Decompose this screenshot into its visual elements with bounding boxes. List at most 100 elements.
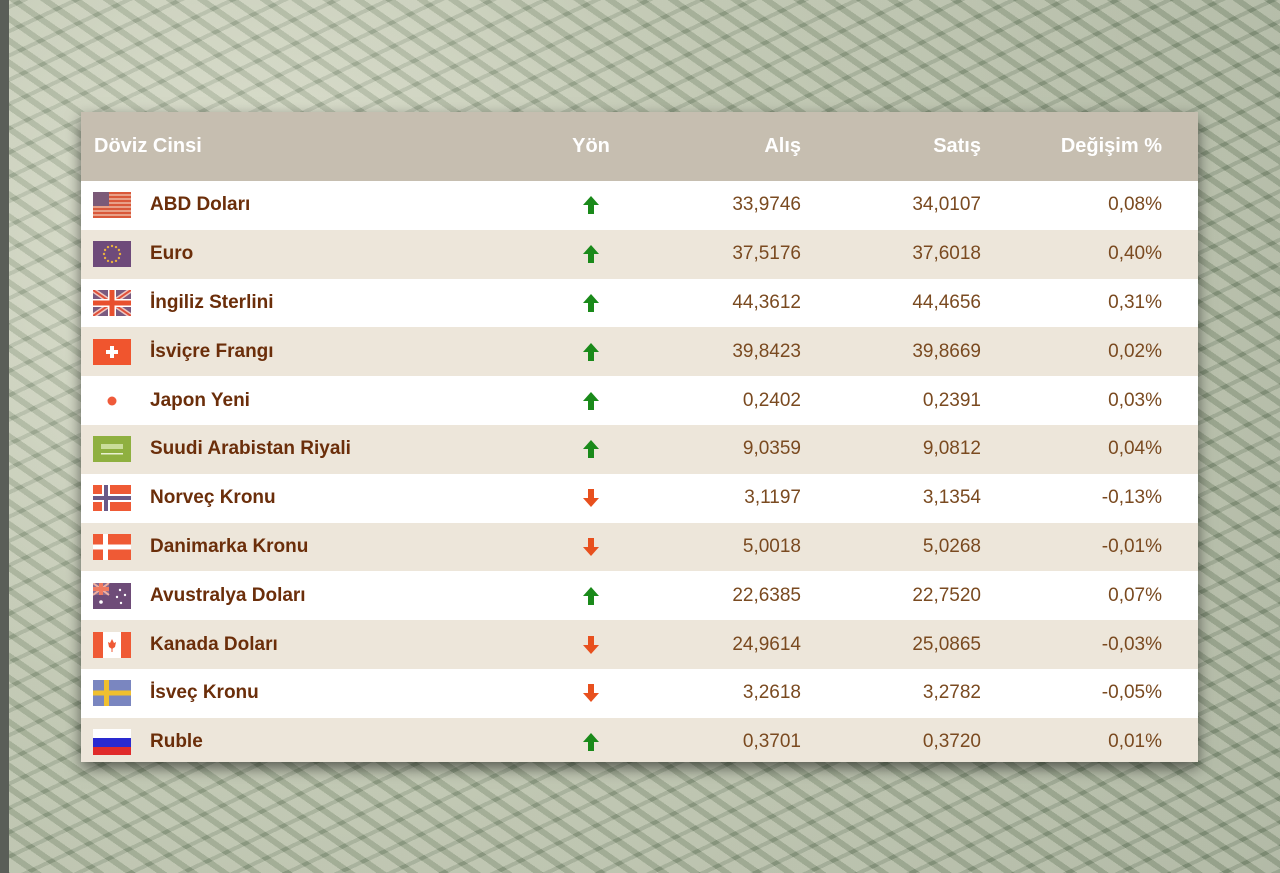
buy-rate: 0,2402 xyxy=(742,389,801,411)
buy-rate: 3,2618 xyxy=(742,682,801,704)
table-row-4[interactable]: Japon Yeni 0,2402 0,2391 0,03% xyxy=(81,376,1198,425)
header-buy: Alış xyxy=(764,135,801,157)
table-row-11[interactable]: Ruble 0,3701 0,3720 0,01% xyxy=(81,717,1198,762)
direction-cell xyxy=(541,635,641,655)
arrow-down-icon xyxy=(583,684,599,703)
buy-rate: 33,9746 xyxy=(732,194,801,216)
sell-rate: 37,6018 xyxy=(912,243,981,265)
jp-flag-icon xyxy=(93,387,131,414)
direction-cell xyxy=(541,195,641,215)
table-row-1[interactable]: Euro 37,5176 37,6018 0,40% xyxy=(81,229,1198,279)
currency-name[interactable]: Japon Yeni xyxy=(150,389,250,411)
se-flag-icon xyxy=(93,680,131,707)
sell-rate: 39,8669 xyxy=(912,340,981,362)
currency-cell: İsveç Kronu xyxy=(81,680,541,707)
table-row-3[interactable]: İsviçre Frangı 39,8423 39,8669 0,02% xyxy=(81,327,1198,377)
eu-flag-icon xyxy=(93,241,131,268)
change-percent: 0,02% xyxy=(1108,340,1162,362)
buy-rate: 9,0359 xyxy=(742,438,801,460)
direction-cell xyxy=(541,342,641,362)
currency-name[interactable]: İsviçre Frangı xyxy=(150,340,274,362)
change-percent: 0,08% xyxy=(1108,194,1162,216)
table-row-5[interactable]: Suudi Arabistan Riyali 9,0359 9,0812 0,0… xyxy=(81,424,1198,474)
table-row-6[interactable]: Norveç Kronu 3,1197 3,1354 -0,13% xyxy=(81,473,1198,523)
buy-rate: 24,9614 xyxy=(732,633,801,655)
sell-rate: 0,2391 xyxy=(922,389,981,411)
arrow-down-icon xyxy=(583,489,599,508)
sell-rate: 44,4656 xyxy=(912,291,981,313)
direction-cell xyxy=(541,293,641,313)
buy-rate: 37,5176 xyxy=(732,243,801,265)
change-percent: -0,01% xyxy=(1101,535,1162,557)
currency-name[interactable]: Euro xyxy=(150,243,194,265)
sell-rate: 25,0865 xyxy=(912,633,981,655)
direction-cell xyxy=(541,391,641,411)
table-row-8[interactable]: Avustralya Doları 22,6385 22,7520 0,07% xyxy=(81,571,1198,621)
currency-cell: Avustralya Doları xyxy=(81,582,541,609)
arrow-down-icon xyxy=(583,635,599,654)
ru-flag-icon xyxy=(93,729,131,756)
currency-name[interactable]: ABD Doları xyxy=(150,194,251,216)
arrow-up-icon xyxy=(583,391,599,410)
buy-rate: 22,6385 xyxy=(732,584,801,606)
buy-rate: 44,3612 xyxy=(732,291,801,313)
header-sell: Satış xyxy=(933,135,981,157)
currency-cell: Kanada Doları xyxy=(81,631,541,658)
change-percent: 0,31% xyxy=(1108,291,1162,313)
table-row-10[interactable]: İsveç Kronu 3,2618 3,2782 -0,05% xyxy=(81,668,1198,718)
change-percent: -0,03% xyxy=(1101,633,1162,655)
currency-name[interactable]: Kanada Doları xyxy=(150,633,278,655)
currency-cell: İsviçre Frangı xyxy=(81,338,541,365)
table-row-7[interactable]: Danimarka Kronu 5,0018 5,0268 -0,01% xyxy=(81,522,1198,572)
arrow-up-icon xyxy=(583,196,599,215)
direction-cell xyxy=(541,488,641,508)
currency-name[interactable]: Ruble xyxy=(150,731,203,753)
table-header: Döviz Cinsi Yön Alış Satış Değişim % xyxy=(81,112,1198,181)
us-flag-icon xyxy=(93,192,131,219)
arrow-up-icon xyxy=(583,245,599,264)
direction-cell xyxy=(541,586,641,606)
table-body: ABD Doları 33,9746 34,0107 0,08% Euro 37… xyxy=(81,181,1198,762)
sell-rate: 3,1354 xyxy=(922,487,981,509)
header-change: Değişim % xyxy=(1060,135,1162,157)
exchange-rate-table: Döviz Cinsi Yön Alış Satış Değişim % ABD… xyxy=(81,112,1198,762)
buy-rate: 39,8423 xyxy=(732,340,801,362)
currency-name[interactable]: İsveç Kronu xyxy=(150,682,259,704)
currency-cell: Japon Yeni xyxy=(81,387,541,414)
change-percent: 0,01% xyxy=(1108,731,1162,753)
sell-rate: 0,3720 xyxy=(922,731,981,753)
sell-rate: 9,0812 xyxy=(922,438,981,460)
currency-name[interactable]: Avustralya Doları xyxy=(150,584,306,606)
currency-name[interactable]: İngiliz Sterlini xyxy=(150,291,274,313)
table-row-0[interactable]: ABD Doları 33,9746 34,0107 0,08% xyxy=(81,181,1198,230)
ch-flag-icon xyxy=(93,338,131,365)
currency-cell: ABD Doları xyxy=(81,192,541,219)
table-row-9[interactable]: Kanada Doları 24,9614 25,0865 -0,03% xyxy=(81,620,1198,669)
arrow-up-icon xyxy=(583,342,599,361)
arrow-up-icon xyxy=(583,440,599,459)
direction-cell xyxy=(541,683,641,703)
currency-name[interactable]: Norveç Kronu xyxy=(150,487,276,509)
currency-cell: Suudi Arabistan Riyali xyxy=(81,436,541,463)
no-flag-icon xyxy=(93,485,131,512)
direction-cell xyxy=(541,439,641,459)
change-percent: 0,40% xyxy=(1108,243,1162,265)
currency-name[interactable]: Danimarka Kronu xyxy=(150,535,309,557)
uk-flag-icon xyxy=(93,289,131,316)
table-row-2[interactable]: İngiliz Sterlini 44,3612 44,4656 0,31% xyxy=(81,278,1198,328)
change-percent: -0,13% xyxy=(1101,487,1162,509)
direction-cell xyxy=(541,244,641,264)
ca-flag-icon xyxy=(93,631,131,658)
currency-cell: Danimarka Kronu xyxy=(81,533,541,560)
au-flag-icon xyxy=(93,582,131,609)
direction-cell xyxy=(541,732,641,752)
sell-rate: 5,0268 xyxy=(922,535,981,557)
arrow-up-icon xyxy=(583,293,599,312)
arrow-up-icon xyxy=(583,586,599,605)
change-percent: 0,03% xyxy=(1108,389,1162,411)
sa-flag-icon xyxy=(93,436,131,463)
dk-flag-icon xyxy=(93,533,131,560)
background-edge xyxy=(0,0,9,873)
change-percent: 0,04% xyxy=(1108,438,1162,460)
currency-name[interactable]: Suudi Arabistan Riyali xyxy=(150,438,351,460)
